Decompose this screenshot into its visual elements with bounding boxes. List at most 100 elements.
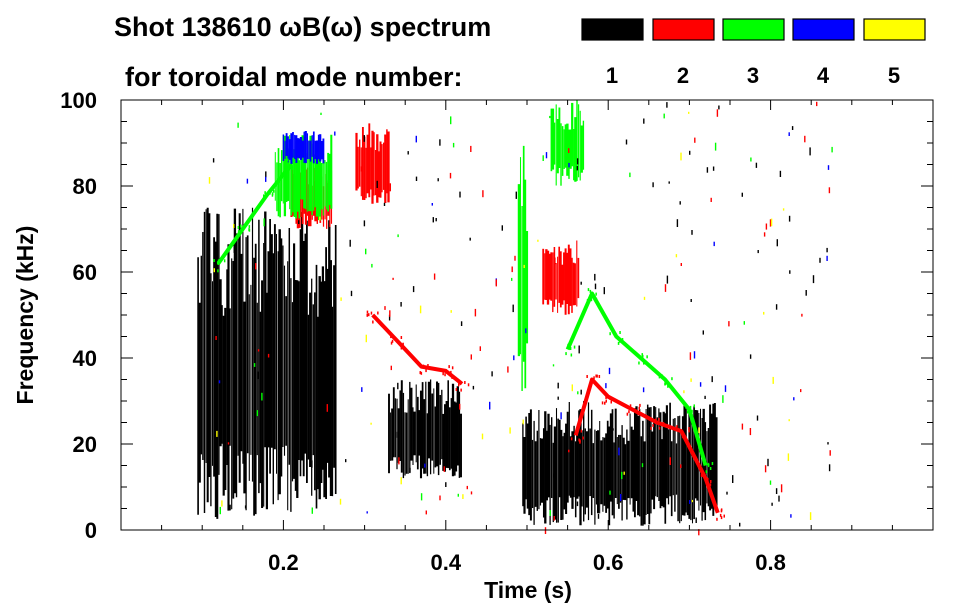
chirp-speckle [723, 514, 725, 518]
speckle [741, 423, 744, 430]
legend-swatch-mode-5 [863, 18, 926, 41]
chirp-speckle [658, 426, 661, 430]
chirp-speckle [643, 361, 645, 365]
speckle [378, 155, 380, 162]
chirp-mode-2 [570, 374, 725, 521]
speckle [340, 297, 342, 301]
chirp-speckle [400, 346, 403, 350]
speckle [361, 387, 363, 392]
chirp-speckle [579, 439, 581, 443]
chirp-speckle [287, 158, 289, 162]
speckle [257, 371, 260, 380]
chirp-speckle [237, 230, 240, 234]
speckle [689, 500, 691, 504]
speckle [648, 435, 650, 438]
speckle [415, 135, 417, 143]
speckle [400, 302, 402, 307]
speckle [763, 311, 765, 315]
chirp-speckle [427, 364, 429, 367]
speckle [400, 477, 402, 485]
chirp-speckle [703, 474, 705, 478]
speckle [769, 480, 772, 485]
speckle [576, 158, 579, 165]
chirp-speckle [582, 436, 584, 440]
speckle [726, 491, 728, 495]
speckle [389, 310, 391, 317]
speckle [371, 263, 373, 268]
speckle [669, 457, 671, 465]
chirp-speckle [419, 371, 421, 375]
region-mode-2 [542, 240, 580, 315]
speckle [809, 512, 812, 520]
chirp-speckle [237, 226, 240, 229]
speckle [349, 239, 351, 247]
speckle [481, 433, 484, 440]
speckle [221, 500, 223, 507]
legend-swatch-mode-1 [581, 18, 644, 41]
speckle [816, 101, 818, 107]
speckle [512, 304, 514, 313]
speckle [691, 230, 693, 235]
chirp-speckle [580, 429, 583, 433]
speckle [750, 157, 752, 162]
speckle [237, 122, 239, 128]
chirp-speckle [402, 342, 404, 346]
speckle [553, 473, 555, 478]
speckle [257, 349, 260, 352]
speckle [695, 517, 697, 523]
speckle [261, 392, 263, 401]
speckle [680, 152, 682, 161]
speckle [298, 220, 300, 224]
speckle [594, 273, 596, 281]
speckle [782, 208, 785, 211]
chirp-speckle [638, 361, 640, 365]
speckle [643, 118, 645, 124]
chirp-speckle [587, 288, 590, 292]
speckle [780, 484, 783, 493]
chirp-speckle [586, 299, 589, 302]
speckle [549, 115, 551, 119]
speckle [576, 165, 578, 171]
speckle [743, 321, 745, 325]
chirp-speckle [720, 509, 723, 513]
chirp-speckle [444, 373, 446, 377]
chirp-speckle [646, 355, 648, 359]
x-tick-label: 0.2 [268, 550, 299, 575]
chirp-speckle [390, 341, 393, 345]
chirp-speckle [637, 412, 639, 416]
chirp-speckle [621, 338, 624, 341]
speckle [714, 142, 717, 151]
speckle [363, 135, 365, 142]
chirp-speckle [451, 366, 454, 370]
chirp-speckle [598, 375, 601, 378]
speckle [472, 385, 475, 390]
speckle [229, 504, 231, 511]
speckle [425, 510, 427, 515]
chirp-speckle [716, 517, 718, 521]
speckle [765, 223, 768, 230]
speckle [666, 102, 668, 108]
chirp-speckle [448, 365, 450, 369]
speckle [392, 277, 394, 280]
chirp-speckle [217, 262, 220, 265]
speckle [693, 351, 696, 359]
speckle [208, 177, 211, 184]
speckle [690, 378, 692, 382]
speckle [445, 482, 447, 487]
chirp-speckle [693, 404, 695, 408]
chirp-speckle [629, 404, 632, 408]
chirp-speckle [294, 159, 296, 163]
speckle [365, 334, 367, 343]
speckle [470, 354, 472, 360]
speckle [694, 137, 696, 143]
chirp-speckle [269, 191, 271, 195]
speckle [459, 191, 461, 198]
speckle [791, 126, 794, 130]
speckle [608, 367, 611, 375]
chirp-speckle [604, 401, 606, 405]
chirp-speckle [690, 411, 692, 415]
region-mode-1 [388, 379, 462, 479]
chirp-speckle [289, 165, 292, 169]
chirp-speckle [688, 429, 690, 433]
